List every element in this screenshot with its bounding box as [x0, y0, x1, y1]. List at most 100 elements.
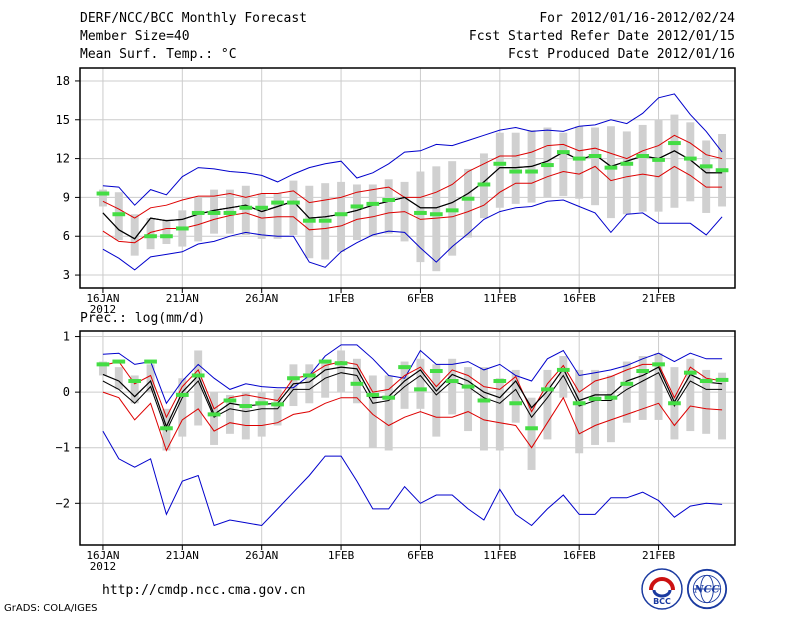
precip-obs-6 [191, 373, 205, 378]
precip-box-19 [400, 361, 409, 409]
precip-lower-mean-line [102, 372, 723, 433]
temp-ytick-label: 18 [56, 74, 70, 88]
precip-box-17 [368, 375, 377, 448]
precip-box-30 [575, 369, 584, 454]
temp-box-35 [654, 119, 663, 212]
precip-box-27 [527, 397, 536, 470]
fcst-produced-date: Fcst Produced Date 2012/01/16 [508, 47, 735, 62]
precip-box-34 [638, 356, 647, 420]
temp-obs-34 [636, 154, 650, 158]
temp-obs-10 [255, 205, 269, 210]
temp-xtick-label: 11FEB [483, 292, 516, 305]
temp-obs-31 [588, 154, 602, 158]
temp-box-23 [464, 168, 473, 238]
precip-box-38 [702, 369, 711, 434]
temp-obs-24 [477, 182, 491, 187]
temp-box-6 [194, 197, 203, 242]
temp-obs-7 [207, 210, 221, 215]
precip-obs-15 [334, 361, 348, 366]
precip-box-14 [321, 361, 330, 398]
temp-obs-17 [366, 201, 380, 206]
precip-obs-17 [366, 392, 380, 397]
temp-box-0 [98, 189, 107, 207]
precip-obs-5 [175, 392, 189, 397]
temp-obs-29 [556, 150, 570, 155]
temp-p25-line [102, 165, 723, 244]
precip-obs-39 [715, 377, 729, 382]
temp-obs-18 [382, 198, 396, 202]
precip-box-26 [511, 369, 520, 423]
precip-max-line [102, 344, 723, 405]
temp-obs-14 [318, 218, 332, 223]
temp-obs-35 [652, 157, 665, 162]
temp-max-line [102, 93, 723, 206]
ncc-logo-text: NCC [693, 585, 719, 596]
temp-box-2 [130, 214, 139, 256]
temp-obs-28 [541, 163, 554, 168]
precip-obs-9 [239, 404, 253, 409]
temp-obs-0 [96, 191, 110, 196]
precip-obs-27 [525, 426, 538, 431]
temp-obs-15 [334, 212, 348, 217]
temp-ytick-label: 3 [63, 268, 70, 282]
precip-obs-30 [572, 401, 586, 406]
bcc-logo: BCC [641, 568, 683, 610]
temp-obs-21 [429, 212, 443, 217]
temp-obs-37 [683, 156, 697, 161]
precip-xtick-label: 6FEB [407, 549, 434, 562]
temp-box-26 [511, 132, 520, 204]
temp-ytick-label: 15 [56, 113, 70, 127]
temp-obs-22 [445, 208, 459, 213]
precip-obs-24 [477, 398, 491, 403]
precip-box-24 [479, 367, 488, 451]
temp-obs-32 [604, 165, 618, 170]
precip-obs-22 [445, 379, 459, 384]
precip-frame [79, 330, 736, 546]
precip-obs-13 [302, 373, 316, 378]
precip-obs-25 [493, 379, 507, 384]
temp-box-38 [702, 140, 711, 213]
temp-box-34 [638, 124, 647, 212]
precip-obs-20 [414, 387, 427, 392]
precip-obs-10 [255, 401, 269, 406]
source-url[interactable]: http://cmdp.ncc.cma.gov.cn [102, 583, 306, 598]
precip-obs-3 [144, 359, 157, 364]
temp-obs-4 [160, 234, 173, 239]
precip-obs-38 [699, 379, 713, 384]
precip-obs-31 [588, 396, 602, 401]
precip-xtick-label: 1FEB [328, 549, 355, 562]
precip-box-32 [606, 375, 615, 443]
variable-label: Mean Surf. Temp.: °C [80, 47, 237, 62]
precip-box-16 [352, 358, 361, 404]
precip-box-10 [257, 392, 266, 437]
temp-box-16 [352, 184, 361, 241]
temp-box-11 [273, 193, 282, 239]
precip-box-25 [495, 378, 504, 451]
precip-p75-line [102, 361, 723, 419]
temp-obs-12 [287, 200, 300, 205]
precip-obs-33 [620, 381, 634, 386]
precip-xtick-label: 11FEB [483, 549, 516, 562]
temp-obs-38 [699, 164, 713, 169]
fcst-started-date: Fcst Started Refer Date 2012/01/15 [468, 29, 735, 44]
temp-box-36 [670, 114, 679, 208]
temp-obs-25 [493, 161, 507, 166]
temp-ytick-label: 9 [63, 190, 70, 204]
temp-box-21 [432, 166, 441, 272]
precip-box-12 [289, 364, 298, 407]
precip-box-23 [464, 367, 473, 432]
precip-xtick-label: 21FEB [642, 549, 675, 562]
precip-box-31 [591, 369, 600, 445]
temp-obs-3 [144, 234, 157, 239]
precip-box-39 [718, 372, 727, 440]
precip-obs-14 [318, 359, 332, 364]
precip-obs-36 [668, 401, 681, 406]
precip-box-5 [178, 378, 187, 437]
precip-box-35 [654, 353, 663, 420]
precip-obs-1 [112, 359, 126, 364]
temp-xtick-label: 6FEB [407, 292, 434, 305]
precip-min-line [102, 430, 723, 527]
temp-mean-line [102, 150, 723, 240]
temp-obs-8 [223, 210, 237, 215]
